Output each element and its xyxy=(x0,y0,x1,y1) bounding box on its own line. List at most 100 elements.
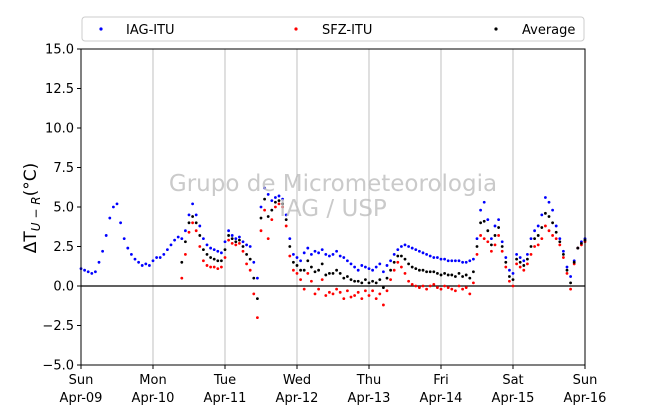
data-point xyxy=(475,253,479,256)
data-point xyxy=(547,229,551,233)
data-point xyxy=(238,241,241,245)
legend-label: Average xyxy=(522,23,575,38)
y-label-unit: (°C) xyxy=(21,163,41,197)
data-point xyxy=(313,292,317,296)
data-point xyxy=(425,253,428,256)
data-point xyxy=(382,286,385,289)
data-point xyxy=(288,245,292,248)
data-point xyxy=(461,260,464,264)
x-tick-day: Wed xyxy=(283,373,311,388)
data-point xyxy=(414,284,418,288)
y-label-main: ΔT xyxy=(21,231,41,254)
data-point xyxy=(529,245,533,248)
data-point xyxy=(274,205,277,209)
data-point xyxy=(450,273,454,277)
data-point xyxy=(529,237,533,241)
data-point xyxy=(454,259,457,263)
data-point xyxy=(526,262,529,266)
data-point xyxy=(94,270,97,274)
data-point xyxy=(277,202,281,206)
data-point xyxy=(162,253,166,256)
data-point xyxy=(317,268,320,272)
data-point xyxy=(436,271,439,275)
data-point xyxy=(385,264,389,267)
y-tick-label: 2.5 xyxy=(53,240,74,255)
data-point xyxy=(342,297,346,301)
y-tick-label: 7.5 xyxy=(53,161,74,176)
data-point xyxy=(191,221,195,225)
data-point xyxy=(374,297,378,301)
legend-label: IAG-ITU xyxy=(126,23,175,38)
y-label-subscript: U − R xyxy=(29,196,43,231)
data-point xyxy=(374,281,378,285)
data-point xyxy=(349,278,353,282)
y-tick-label: 0.0 xyxy=(53,280,74,295)
data-point xyxy=(205,253,209,256)
data-point xyxy=(299,278,302,282)
data-point xyxy=(436,256,439,259)
x-tick-date: Apr-16 xyxy=(564,391,607,406)
data-point xyxy=(191,215,195,218)
data-point xyxy=(518,256,522,259)
data-point xyxy=(504,260,508,264)
data-point xyxy=(526,257,529,261)
data-point xyxy=(353,265,356,269)
data-point xyxy=(194,221,198,225)
data-point xyxy=(490,237,493,241)
data-point xyxy=(482,219,486,223)
data-point xyxy=(292,268,295,272)
data-point xyxy=(446,286,450,289)
data-point xyxy=(497,218,500,222)
data-point xyxy=(403,271,407,275)
data-point xyxy=(367,294,371,297)
data-point xyxy=(403,243,407,247)
data-point xyxy=(547,215,551,218)
data-point xyxy=(493,234,497,237)
data-point xyxy=(576,246,580,250)
data-point xyxy=(169,243,173,247)
data-point xyxy=(220,265,223,269)
data-point xyxy=(396,248,400,252)
data-point xyxy=(274,196,277,199)
data-point xyxy=(151,259,155,263)
data-point xyxy=(378,262,382,266)
data-point xyxy=(248,245,252,248)
data-point xyxy=(392,260,396,264)
data-point xyxy=(202,248,205,252)
data-point xyxy=(241,245,245,248)
data-point xyxy=(216,259,220,263)
data-point xyxy=(353,294,356,297)
legend-marker xyxy=(494,27,498,31)
data-point xyxy=(418,268,421,272)
data-point xyxy=(97,260,101,264)
data-point xyxy=(551,208,554,212)
data-point xyxy=(407,262,410,266)
data-point xyxy=(104,234,108,237)
data-point xyxy=(184,253,187,256)
x-tick-date: Apr-09 xyxy=(60,391,103,406)
data-point xyxy=(148,264,151,267)
data-point xyxy=(468,276,472,280)
data-point xyxy=(565,268,569,272)
data-point xyxy=(558,240,562,244)
data-point xyxy=(472,257,475,261)
data-point xyxy=(223,256,227,259)
data-point xyxy=(194,213,198,217)
data-point xyxy=(364,265,367,269)
data-point xyxy=(346,275,349,278)
data-point xyxy=(414,267,418,271)
data-point xyxy=(464,273,468,277)
data-point xyxy=(558,237,562,241)
data-point xyxy=(439,273,443,277)
data-point xyxy=(328,290,331,294)
data-point xyxy=(497,234,500,237)
data-point xyxy=(274,200,277,204)
data-point xyxy=(259,229,263,233)
data-point xyxy=(396,260,400,264)
data-point xyxy=(317,251,320,255)
data-point xyxy=(238,238,241,242)
data-point xyxy=(209,265,213,269)
data-point xyxy=(536,234,540,237)
data-point xyxy=(270,208,274,212)
data-point xyxy=(295,271,299,275)
